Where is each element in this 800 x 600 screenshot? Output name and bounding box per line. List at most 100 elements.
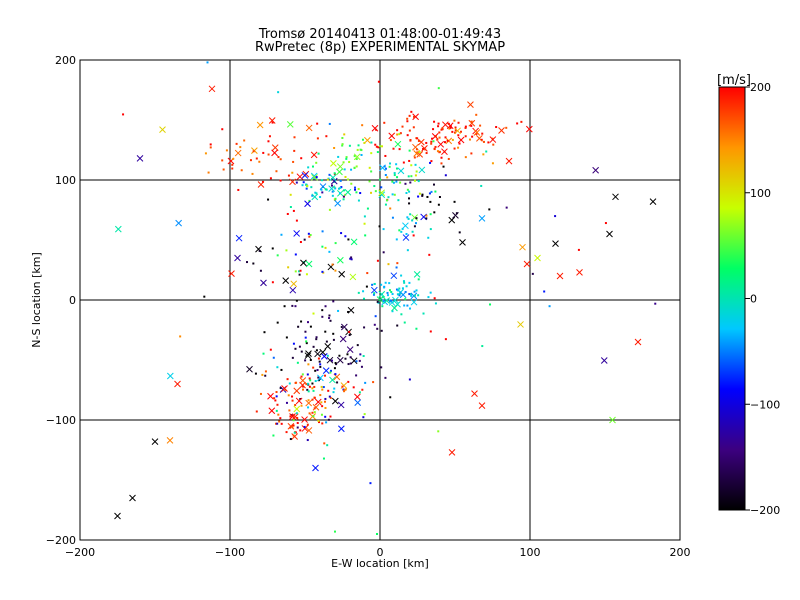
data-point-dot <box>300 320 303 323</box>
data-point-dot <box>332 332 335 335</box>
data-point-dot <box>240 169 243 172</box>
data-point-dot <box>291 395 294 398</box>
data-point-dot <box>370 191 373 194</box>
data-point-dot <box>455 212 458 215</box>
data-point-dot <box>275 422 278 425</box>
data-point-dot <box>311 194 314 197</box>
data-point-dot <box>313 411 316 414</box>
data-point-x <box>609 416 616 424</box>
data-point-dot <box>345 156 348 159</box>
data-point-dot <box>305 340 308 343</box>
data-point-x <box>402 222 409 230</box>
data-point-x <box>282 277 290 284</box>
data-point-dot <box>324 246 327 249</box>
data-point-dot <box>443 141 446 144</box>
data-point-x <box>505 157 513 165</box>
data-point-dot <box>440 156 443 159</box>
data-point-dot <box>382 228 385 231</box>
data-point-dot <box>475 113 478 116</box>
data-point-dot <box>301 373 304 376</box>
data-point-dot <box>398 229 401 232</box>
data-point-dot <box>292 424 295 427</box>
data-point-x <box>174 380 181 388</box>
data-point-dot <box>301 184 304 187</box>
data-point-dot <box>358 359 361 362</box>
data-point-dot <box>468 138 471 141</box>
data-point-dot <box>427 236 430 239</box>
data-point-dot <box>401 287 404 290</box>
data-point-dot <box>309 358 312 361</box>
y-tick-label: 100 <box>55 174 76 187</box>
data-point-dot <box>413 156 416 159</box>
data-point-x <box>320 353 328 360</box>
data-point-dot <box>306 439 309 442</box>
data-point-dot <box>294 270 297 273</box>
data-point-dot <box>459 130 462 133</box>
data-point-x <box>299 377 307 384</box>
data-point-dot <box>495 126 498 129</box>
data-point-dot <box>251 172 254 175</box>
data-point-dot <box>334 187 337 190</box>
data-point-x <box>457 136 465 144</box>
data-point-dot <box>324 305 327 308</box>
data-point-dot <box>319 394 322 397</box>
data-point-dot <box>516 122 519 125</box>
data-point-dot <box>356 148 359 151</box>
data-point-x <box>388 299 396 306</box>
data-point-dot <box>370 141 373 144</box>
data-point-dot <box>275 170 278 173</box>
data-point-dot <box>376 259 379 262</box>
data-point-dot <box>438 150 441 153</box>
data-point-x <box>442 121 449 129</box>
data-point-dot <box>316 137 319 140</box>
data-point-dot <box>464 135 467 138</box>
data-point-dot <box>389 207 392 210</box>
data-point-x <box>349 273 357 281</box>
data-point-dot <box>347 238 350 241</box>
data-point-dot <box>375 128 378 131</box>
data-point-dot <box>422 147 425 150</box>
data-point-dot <box>296 361 299 364</box>
data-point-dot <box>430 160 433 163</box>
data-point-dot <box>363 413 366 416</box>
data-point-dot <box>377 146 380 149</box>
data-point-dot <box>347 380 350 383</box>
data-point-dot <box>309 234 312 237</box>
data-point-dot <box>410 164 413 167</box>
data-point-dot <box>433 211 436 214</box>
data-point-dot <box>306 423 309 426</box>
data-point-x <box>310 151 318 159</box>
data-point-dot <box>319 196 322 199</box>
data-point-x <box>304 352 312 360</box>
data-point-dot <box>381 305 384 308</box>
data-point-dot <box>531 272 534 275</box>
data-point-dot <box>397 199 400 202</box>
data-point-x <box>448 216 456 224</box>
data-point-dot <box>324 400 327 403</box>
data-point-dot <box>326 178 329 181</box>
data-point-dot <box>447 157 450 160</box>
data-point-dot <box>421 193 424 196</box>
data-point-dot <box>379 178 382 181</box>
data-point-dot <box>279 387 282 390</box>
data-point-dot <box>315 161 318 164</box>
data-point-dot <box>221 159 224 162</box>
data-point-dot <box>395 288 398 291</box>
data-point-dot <box>317 379 320 382</box>
data-point-dot <box>352 386 355 389</box>
data-point-dot <box>543 290 546 293</box>
data-point-x <box>293 230 301 237</box>
data-point-x <box>452 212 459 219</box>
data-point-dot <box>378 225 381 228</box>
data-point-dot <box>344 235 347 238</box>
data-point-dot <box>437 122 440 125</box>
data-point-dot <box>429 161 432 164</box>
data-point-dot <box>409 293 412 296</box>
data-point-dot <box>361 124 364 127</box>
data-point-dot <box>470 120 473 123</box>
data-point-dot <box>447 122 450 125</box>
data-point-dot <box>437 125 440 128</box>
data-point-dot <box>299 429 302 432</box>
data-point-dot <box>305 383 308 386</box>
data-point-dot <box>294 381 297 384</box>
